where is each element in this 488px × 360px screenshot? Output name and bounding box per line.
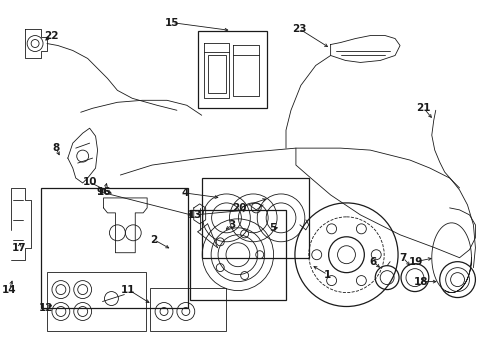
Text: 3: 3 xyxy=(227,220,235,230)
Text: 16: 16 xyxy=(97,187,112,197)
Text: 13: 13 xyxy=(187,210,202,220)
Text: 22: 22 xyxy=(43,31,58,41)
Text: 17: 17 xyxy=(12,243,26,253)
Bar xyxy=(189,210,285,300)
Text: 20: 20 xyxy=(232,203,246,213)
Text: 11: 11 xyxy=(121,284,135,294)
Text: 10: 10 xyxy=(82,177,97,187)
Text: 1: 1 xyxy=(324,270,330,280)
Bar xyxy=(150,288,225,332)
Text: 7: 7 xyxy=(399,253,406,263)
Text: 23: 23 xyxy=(291,24,305,33)
Text: 9: 9 xyxy=(97,187,104,197)
Text: 15: 15 xyxy=(164,18,179,28)
Text: 14: 14 xyxy=(2,284,17,294)
Text: 8: 8 xyxy=(52,143,60,153)
Text: 6: 6 xyxy=(369,257,376,267)
Text: 19: 19 xyxy=(408,257,422,267)
Bar xyxy=(47,272,146,332)
Bar xyxy=(207,55,225,93)
Text: 2: 2 xyxy=(150,235,158,245)
Bar xyxy=(197,31,266,108)
Bar xyxy=(201,178,308,258)
Text: 18: 18 xyxy=(413,276,427,287)
Text: 12: 12 xyxy=(39,302,53,312)
Text: 4: 4 xyxy=(181,188,188,198)
Text: 5: 5 xyxy=(269,223,276,233)
Text: 21: 21 xyxy=(416,103,430,113)
Bar xyxy=(41,188,187,307)
